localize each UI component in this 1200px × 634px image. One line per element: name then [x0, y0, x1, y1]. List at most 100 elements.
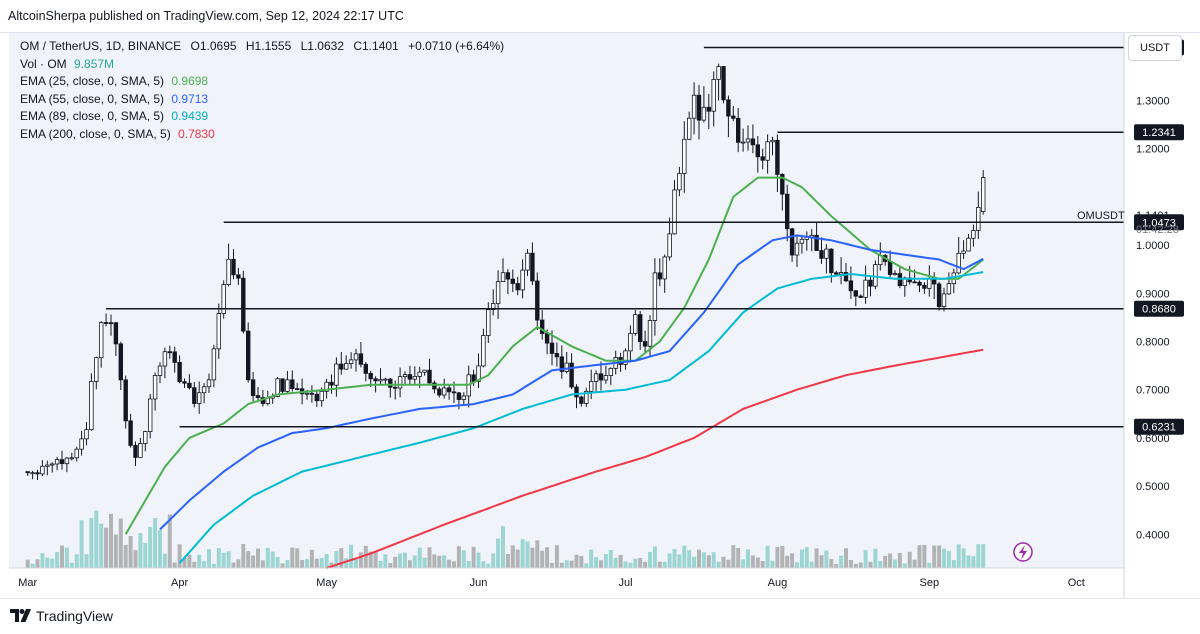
- candle-body: [755, 144, 760, 158]
- volume-bar: [623, 561, 628, 568]
- candle-body: [476, 365, 481, 382]
- candle-body: [638, 314, 643, 342]
- volume-bar: [643, 561, 648, 568]
- candle-body: [353, 353, 359, 361]
- candle-body: [54, 459, 60, 465]
- candle-body: [736, 117, 741, 143]
- time-tick-label: Oct: [1068, 577, 1085, 589]
- candle-body: [285, 379, 290, 392]
- candle-body: [927, 278, 932, 289]
- volume-bar: [89, 517, 94, 568]
- candle-body: [50, 463, 55, 466]
- volume-bar: [932, 545, 937, 568]
- volume-bar: [755, 557, 760, 568]
- price-chart[interactable]: 1.3000 1.2000 1.0000 0.9000 0.8000 0.7000 0.60…: [9, 33, 1191, 598]
- candle-body: [226, 258, 231, 285]
- volume-bar: [540, 550, 545, 568]
- volume-bar: [652, 546, 657, 568]
- volume-bar: [216, 548, 221, 568]
- candle-body: [192, 387, 197, 404]
- volume-bar: [246, 551, 251, 568]
- candle-body: [461, 395, 466, 400]
- volume-bar: [687, 550, 692, 568]
- legend-ema55-row[interactable]: EMA (55, close, 0, SMA, 5) 0.9713: [20, 91, 504, 109]
- ema-line-3[interactable]: [326, 348, 984, 569]
- volume-bar: [363, 545, 368, 568]
- volume-bar: [354, 558, 358, 568]
- volume-bar: [584, 563, 589, 568]
- legend-volume-row[interactable]: Vol · OM 9.857M: [20, 56, 504, 74]
- volume-bar: [760, 561, 765, 568]
- candle-body: [30, 472, 35, 475]
- volume-bar: [442, 555, 447, 568]
- volume-label: Vol · OM: [20, 56, 67, 71]
- volume-bar: [922, 544, 927, 568]
- chart-legend: OM / TetherUS, 1D, BINANCE O1.0695 H1.15…: [20, 38, 504, 143]
- volume-bar: [799, 549, 804, 568]
- volume-bar: [613, 557, 618, 568]
- legend-close: C1.1401: [353, 39, 399, 53]
- volume-bar: [770, 560, 775, 568]
- candle-body: [956, 252, 961, 274]
- candle-body: [314, 393, 319, 402]
- candle-body: [319, 390, 324, 402]
- volume-bar: [814, 548, 819, 568]
- candle-body: [397, 376, 403, 389]
- volume-bar: [677, 554, 682, 568]
- candle-body: [309, 392, 315, 395]
- volume-bar: [618, 554, 623, 568]
- volume-bar: [35, 559, 40, 568]
- candle-body: [378, 379, 383, 382]
- candle-body: [339, 363, 344, 370]
- volume-bar: [795, 562, 799, 568]
- volume-bar: [741, 559, 746, 568]
- ema-line-1[interactable]: [159, 234, 984, 531]
- chart-area[interactable]: 1.3000 1.2000 1.0000 0.9000 0.8000 0.7000 0.60…: [9, 33, 1191, 598]
- volume-bar: [109, 513, 113, 568]
- candle-body: [946, 283, 952, 295]
- currency-unit-button[interactable]: USDT: [1128, 35, 1182, 61]
- volume-bar: [564, 560, 569, 568]
- volume-bar: [785, 555, 790, 568]
- publish-header: AltcoinSherpa published on TradingView.c…: [0, 0, 1200, 33]
- volume-bar: [74, 554, 79, 568]
- volume-bar: [662, 561, 667, 568]
- candle-body: [383, 378, 388, 381]
- symbol-name-label: OMUSDT: [1077, 210, 1125, 222]
- volume-bar: [265, 547, 270, 568]
- volume-bar: [706, 555, 711, 568]
- volume-bar: [917, 545, 922, 568]
- candle-body: [206, 379, 212, 388]
- volume-bar: [554, 545, 559, 568]
- volume-bar: [452, 561, 456, 568]
- ema25-label: EMA (25, close, 0, SMA, 5): [20, 74, 165, 88]
- legend-ema200-row[interactable]: EMA (200, close, 0, SMA, 5) 0.7830: [20, 126, 504, 144]
- volume-bar: [398, 553, 403, 568]
- candle-body: [535, 280, 540, 321]
- volume-bar: [182, 557, 187, 568]
- volume-bar: [466, 560, 471, 568]
- volume-bar: [780, 545, 785, 568]
- lightning-event-icon[interactable]: [1013, 542, 1033, 562]
- volume-bar: [412, 555, 417, 568]
- volume-bar: [251, 555, 256, 568]
- ema-line-2[interactable]: [178, 271, 984, 564]
- volume-bar: [148, 527, 153, 568]
- candle-body: [628, 333, 633, 352]
- candle-body: [368, 372, 373, 380]
- volume-bar: [133, 550, 138, 568]
- volume-bar: [701, 552, 706, 568]
- candle-body: [554, 353, 560, 358]
- candle-body: [642, 341, 648, 347]
- ema-line-0[interactable]: [124, 176, 984, 535]
- candle-body: [824, 248, 829, 259]
- candle-body: [701, 106, 707, 121]
- candle-body: [99, 322, 104, 359]
- candle-body: [579, 396, 584, 404]
- legend-ema89-row[interactable]: EMA (89, close, 0, SMA, 5) 0.9439: [20, 108, 504, 126]
- level-price-tag: [1134, 124, 1184, 141]
- candle-body: [294, 388, 300, 390]
- volume-bar: [672, 548, 677, 568]
- legend-ema25-row[interactable]: EMA (25, close, 0, SMA, 5) 0.9698: [20, 73, 504, 91]
- volume-bar: [956, 544, 961, 568]
